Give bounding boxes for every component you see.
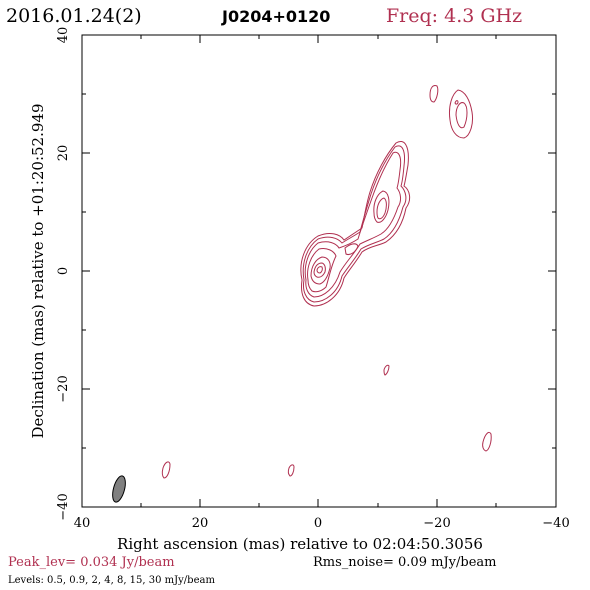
contour-knot: [373, 190, 390, 223]
x-tick-label: 0: [314, 516, 322, 531]
contour-blob: [454, 100, 459, 105]
source-name: J0204+0120: [221, 7, 330, 26]
contour-island: [383, 364, 390, 376]
x-tick-label: −40: [542, 516, 569, 531]
y-tick-label: 40: [56, 27, 71, 44]
x-axis-label: Right ascension (mas) relative to 02:04:…: [117, 535, 483, 553]
beam-ellipse: [112, 475, 126, 503]
contour-level-1: [300, 141, 411, 307]
contour-island: [482, 431, 492, 452]
tick-marks: [82, 35, 556, 507]
contour-blob: [455, 102, 468, 129]
contour-knot: [344, 243, 359, 255]
contour-blob: [449, 89, 473, 139]
contour-level-2: [302, 145, 407, 303]
contour-group: [161, 85, 492, 479]
contour-levels: Levels: 0.5, 0.9, 2, 4, 8, 15, 30 mJy/be…: [8, 575, 215, 586]
observation-date: 2016.01.24(2): [6, 5, 142, 27]
y-tick-label: −40: [56, 493, 71, 520]
x-tick-label: 20: [192, 516, 209, 531]
contour-level-3: [304, 151, 402, 298]
x-tick-label: 40: [74, 516, 91, 531]
y-tick-label: 20: [56, 145, 71, 162]
y-axis-label: Declination (mas) relative to +01:20:52.…: [29, 103, 47, 438]
peak-level: Peak_lev= 0.034 Jy/beam: [8, 555, 175, 570]
contour-island: [161, 461, 171, 479]
contour-level-7: [316, 266, 323, 274]
contour-level-4: [307, 248, 337, 293]
rms-noise: Rms_noise= 0.09 mJy/beam: [313, 555, 496, 570]
y-tick-label: −20: [56, 375, 71, 402]
contour-island: [287, 464, 295, 477]
contour-level-5: [310, 256, 331, 285]
x-tick-label: −20: [423, 516, 450, 531]
contour-knot: [376, 197, 387, 220]
y-tick-label: 0: [56, 267, 71, 275]
frequency-label: Freq: 4.3 GHz: [386, 5, 522, 27]
contour-blob: [429, 85, 439, 103]
contour-level-6: [313, 262, 326, 278]
